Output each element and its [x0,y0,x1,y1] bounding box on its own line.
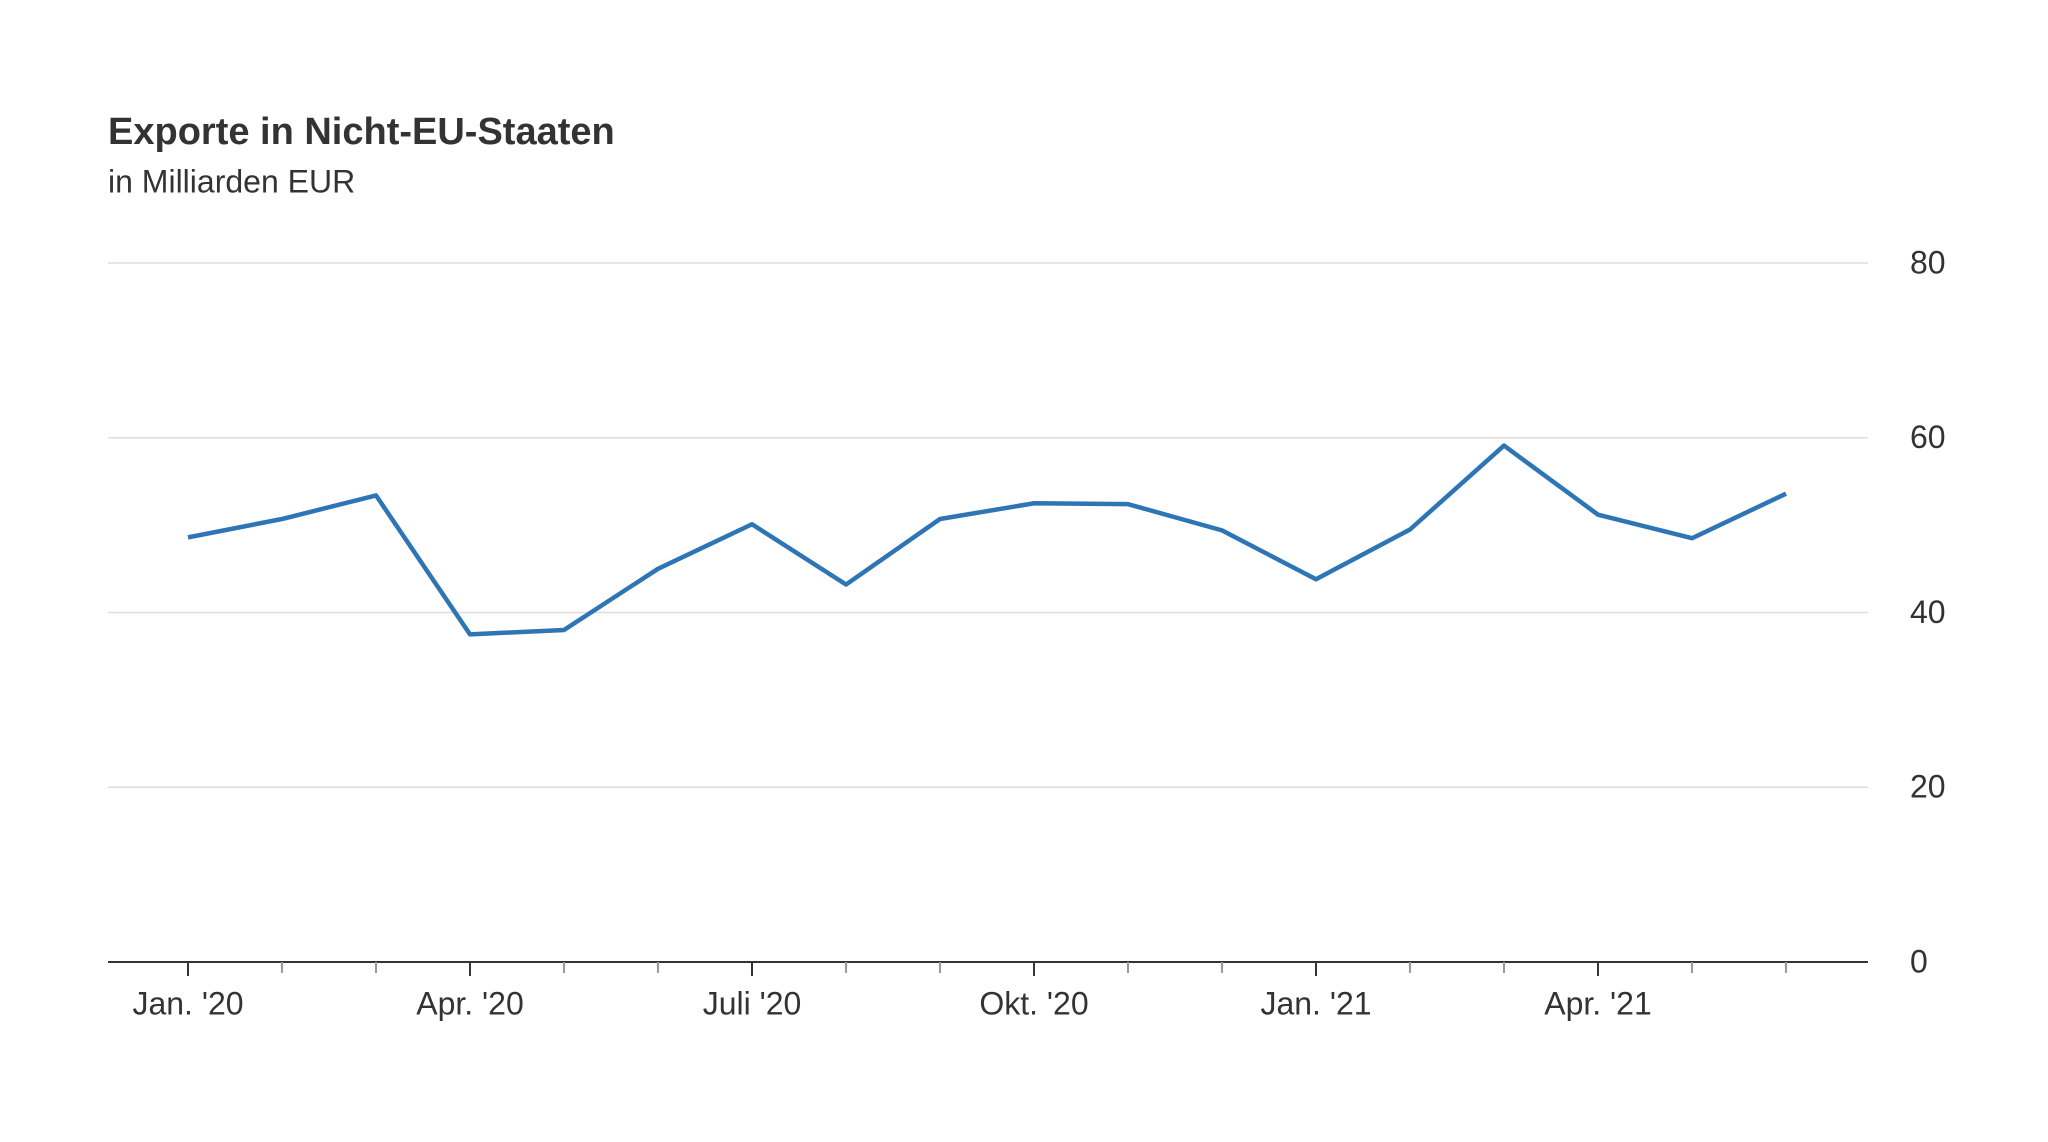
y-tick-label: 80 [1910,244,1946,280]
chart-subtitle: in Milliarden EUR [108,163,355,199]
y-tick-label: 60 [1910,419,1946,455]
line-series [187,443,1787,637]
y-tick-label: 40 [1910,594,1946,630]
y-tick-label: 0 [1910,943,1928,979]
x-tick-label: Jan. '20 [132,985,243,1021]
x-tick-label: Apr. '20 [416,985,524,1021]
x-tick-label: Apr. '21 [1544,985,1652,1021]
x-tick-label: Jan. '21 [1260,985,1371,1021]
y-tick-label: 20 [1910,769,1946,805]
chart-title: Exporte in Nicht-EU-Staaten [108,111,615,153]
x-tick-label: Juli '20 [703,985,802,1021]
x-tick-label: Okt. '20 [979,985,1088,1021]
